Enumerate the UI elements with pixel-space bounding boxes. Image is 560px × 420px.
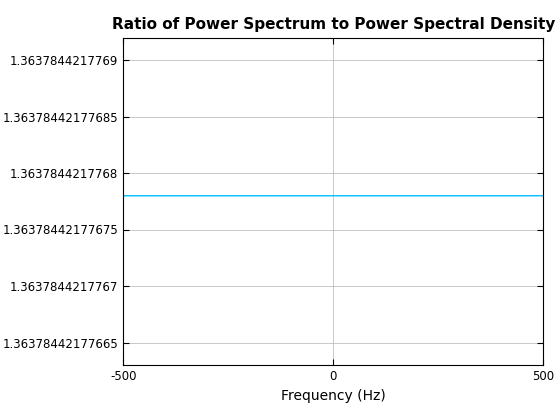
Title: Ratio of Power Spectrum to Power Spectral Density: Ratio of Power Spectrum to Power Spectra… [111, 18, 555, 32]
X-axis label: Frequency (Hz): Frequency (Hz) [281, 389, 386, 403]
